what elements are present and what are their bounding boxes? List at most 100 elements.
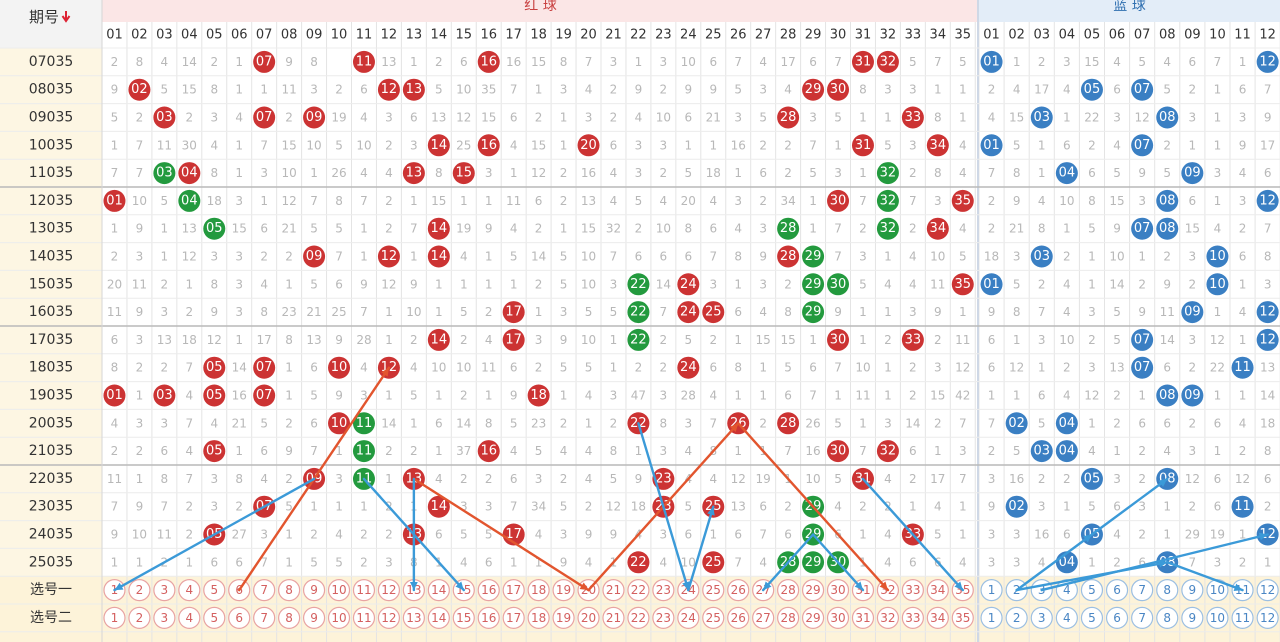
red-omission-value: 1 [235, 333, 243, 347]
red-select-ball[interactable] [128, 606, 151, 630]
blue-select-ball[interactable] [1181, 578, 1204, 602]
red-select-ball[interactable] [427, 606, 450, 630]
red-select-ball[interactable] [278, 578, 301, 602]
red-select-ball[interactable] [228, 606, 251, 630]
red-select-ball[interactable] [502, 606, 525, 630]
blue-select-ball[interactable] [1231, 606, 1254, 630]
sort-down-icon[interactable] [61, 11, 71, 23]
red-select-ball[interactable] [826, 578, 850, 602]
blue-omission-value: 2 [1239, 444, 1247, 458]
blue-select-ball[interactable] [1206, 606, 1229, 630]
ball-number: 29 [805, 305, 822, 320]
red-select-ball[interactable] [552, 606, 575, 630]
blue-omission-value: 1 [1214, 83, 1222, 97]
blue-select-ball[interactable] [1131, 578, 1154, 602]
blue-select-ball[interactable] [980, 606, 1003, 630]
red-select-ball[interactable] [602, 578, 625, 602]
blue-select-ball[interactable] [1131, 606, 1154, 630]
red-select-ball[interactable] [302, 606, 326, 630]
red-select-ball[interactable] [278, 606, 301, 630]
red-select-ball[interactable] [377, 578, 401, 602]
red-select-ball[interactable] [627, 606, 650, 630]
blue-select-ball[interactable] [1080, 578, 1104, 602]
red-select-ball[interactable] [253, 606, 276, 630]
blue-select-ball[interactable] [1055, 606, 1078, 630]
red-omission-value: 4 [585, 389, 593, 403]
red-omission-value: 1 [136, 389, 144, 403]
green-ball [627, 301, 650, 324]
blue-omission-value: 3 [988, 528, 996, 542]
red-select-ball[interactable] [203, 606, 226, 630]
red-select-ball[interactable] [702, 606, 725, 630]
blue-select-ball[interactable] [1105, 606, 1129, 630]
red-select-ball[interactable] [178, 606, 201, 630]
blue-column-number: 01 [983, 28, 1000, 43]
red-select-ball[interactable] [153, 606, 176, 630]
red-select-ball[interactable] [552, 578, 575, 602]
red-omission-value: 9 [111, 528, 119, 542]
red-select-ball[interactable] [801, 606, 825, 630]
blue-select-ball[interactable] [1256, 578, 1279, 602]
red-select-ball[interactable] [577, 606, 600, 630]
red-select-ball[interactable] [727, 606, 750, 630]
red-select-ball[interactable] [851, 606, 875, 630]
red-select-ball[interactable] [352, 606, 376, 630]
red-select-ball[interactable] [876, 606, 900, 630]
red-select-ball[interactable] [302, 578, 326, 602]
ball-number: 17 [505, 527, 522, 542]
red-omission-value: 1 [610, 361, 618, 375]
blue-select-ball[interactable] [1156, 606, 1179, 630]
red-select-ball[interactable] [253, 578, 276, 602]
red-select-ball[interactable] [777, 606, 800, 630]
red-select-ball[interactable] [427, 578, 450, 602]
green-ball [203, 217, 226, 240]
red-select-ball[interactable] [627, 578, 650, 602]
red-select-ball[interactable] [178, 578, 201, 602]
red-select-ball[interactable] [128, 578, 151, 602]
red-select-ball[interactable] [502, 578, 525, 602]
red-omission-value: 6 [909, 555, 917, 569]
red-select-ball[interactable] [602, 606, 625, 630]
red-select-ball[interactable] [777, 578, 800, 602]
red-select-ball[interactable] [327, 606, 351, 630]
blue-select-ball[interactable] [1080, 606, 1104, 630]
red-select-ball[interactable] [377, 606, 401, 630]
red-select-ball[interactable] [527, 606, 550, 630]
red-select-ball[interactable] [327, 578, 351, 602]
red-select-ball[interactable] [652, 606, 675, 630]
red-select-ball[interactable] [826, 606, 850, 630]
blue-select-ball[interactable] [1256, 606, 1279, 630]
red-omission-value: 7 [360, 194, 368, 208]
red-select-ball[interactable] [652, 578, 675, 602]
red-select-ball[interactable] [752, 606, 775, 630]
red-select-ball[interactable] [477, 606, 500, 630]
red-select-ball[interactable] [352, 578, 376, 602]
red-select-ball[interactable] [727, 578, 750, 602]
ball-number: 01 [106, 193, 123, 208]
red-select-ball[interactable] [402, 606, 425, 630]
red-select-ball[interactable] [677, 606, 700, 630]
red-select-ball[interactable] [477, 578, 500, 602]
blue-select-ball[interactable] [1181, 606, 1204, 630]
red-select-ball[interactable] [926, 578, 949, 602]
blue-select-ball[interactable] [1030, 606, 1053, 630]
red-select-number: 34 [930, 611, 945, 625]
blue-select-ball[interactable] [1005, 606, 1028, 630]
red-select-ball[interactable] [951, 606, 974, 630]
blue-select-ball[interactable] [1156, 578, 1179, 602]
red-select-ball[interactable] [901, 606, 924, 630]
red-select-ball[interactable] [103, 606, 126, 630]
red-select-ball[interactable] [527, 578, 550, 602]
blue-omission-value: 5 [1113, 166, 1121, 180]
red-select-ball[interactable] [452, 606, 475, 630]
blue-select-ball[interactable] [980, 578, 1003, 602]
ball-number: 05 [206, 444, 223, 459]
blue-select-ball[interactable] [1105, 578, 1129, 602]
red-select-ball[interactable] [153, 578, 176, 602]
red-omission-value: 28 [681, 389, 696, 403]
red-select-ball[interactable] [926, 606, 949, 630]
red-select-ball[interactable] [901, 578, 924, 602]
red-select-ball[interactable] [203, 578, 226, 602]
red-select-ball[interactable] [702, 578, 725, 602]
red-select-ball[interactable] [801, 578, 825, 602]
